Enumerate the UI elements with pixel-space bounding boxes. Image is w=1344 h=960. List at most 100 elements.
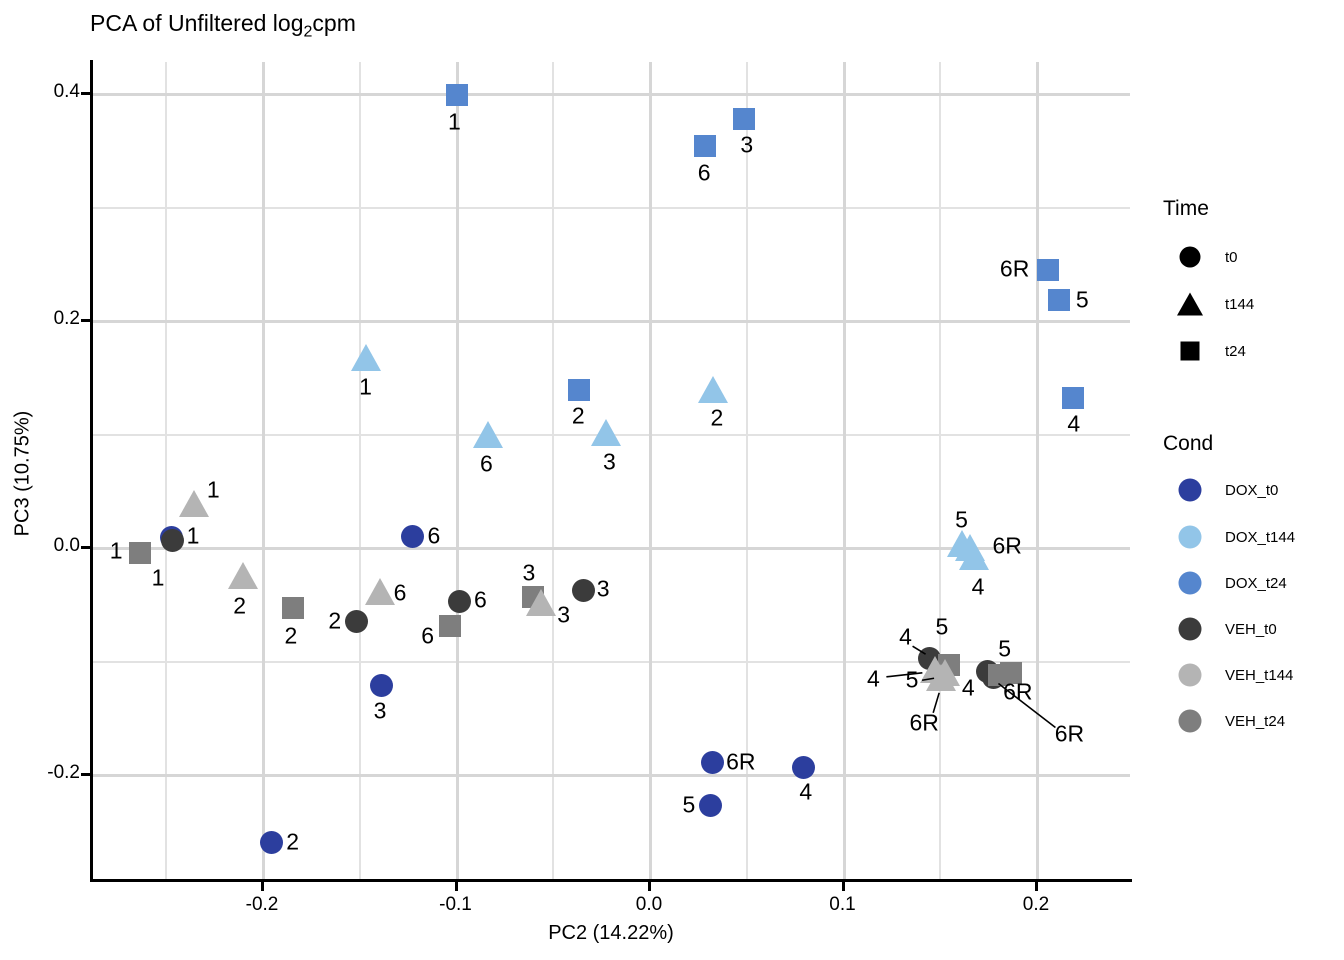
point-label-VEH_t24-5: 5 [935,613,949,640]
gridline-y-major [93,93,1130,96]
legend-cond-label-VEH_t24: VEH_t24 [1225,713,1286,730]
y-tick-label: 0.0 [53,534,80,556]
point-label-VEH_t0-6: 6 [473,586,487,613]
point-DOX_t0-6R [701,751,725,775]
point-VEH_t24-2 [281,597,304,620]
point-DOX_t24-4 [1061,387,1084,410]
point-DOX_t0-5 [699,794,723,818]
legend-cond-label-DOX_t24: DOX_t24 [1225,575,1287,592]
point-VEH_t24-6R [999,661,1022,684]
point-label-VEH_t0-6R: 6R [1054,720,1085,747]
point-label-DOX_t0-6: 6 [427,522,441,549]
gridline-x-major [262,62,265,879]
point-label-DOX_t24-2: 2 [571,402,585,429]
point-VEH_t24-1 [129,541,152,564]
point-DOX_t144-6 [473,420,504,448]
y-tick-label: -0.2 [47,761,80,783]
legend-cond-label-VEH_t144: VEH_t144 [1225,667,1294,684]
point-DOX_t144-1 [351,343,382,371]
point-DOX_t0-4 [792,755,816,779]
point-VEH_t144-6R [926,663,957,691]
legend-shape-t24-square-icon [1180,341,1200,361]
point-VEH_t0-2 [345,610,369,634]
point-label-VEH_t0-1: 1 [151,564,165,591]
gridline-y-minor [93,206,1130,209]
point-label-VEH_t24-1: 1 [109,537,123,564]
point-label-DOX_t24-5: 5 [1075,286,1089,313]
point-DOX_t144-4 [959,543,990,571]
y-tick [81,92,90,95]
x-axis-line [90,879,1132,882]
point-DOX_t24-1 [446,84,469,107]
x-tick-label: 0.1 [829,894,856,915]
legend-time-label-t144: t144 [1225,296,1255,313]
point-label-DOX_t24-6R: 6R [999,255,1030,282]
chart-title-subscript: 2 [303,23,313,41]
x-tick-label: -0.2 [245,894,279,915]
point-label-DOX_t144-6R: 6R [992,532,1022,559]
point-DOX_t24-6 [694,135,717,158]
legend-time-label-t0: t0 [1225,249,1238,266]
x-axis-title: PC2 (14.22%) [548,922,674,944]
point-label-VEH_t24-3: 3 [522,559,536,586]
point-VEH_t0-6 [447,589,471,613]
x-tick [841,882,845,891]
x-tick-label: -0.1 [439,894,472,915]
x-tick-label: 0.2 [1022,894,1050,915]
legend-time-label-t24: t24 [1225,343,1246,360]
point-label-DOX_t144-3: 3 [603,448,616,475]
point-label-VEH_t24-6R: 6R [1003,678,1033,705]
point-label-DOX_t0-2: 2 [286,828,300,855]
point-label-VEH_t0-4: 4 [899,623,912,650]
gridline-y-major [93,547,1130,550]
point-VEH_t0-1 [161,528,185,552]
x-tick [1035,882,1038,891]
gridline-x-minor [358,62,361,879]
y-tick-label: 0.2 [53,307,80,329]
legend-shape-t0-circle-icon [1179,246,1201,268]
point-DOX_t24-3 [732,108,755,131]
point-VEH_t144-6 [365,577,396,605]
point-DOX_t0-3 [370,673,394,697]
gridline-x-minor [552,62,555,879]
point-DOX_t144-2 [697,375,728,403]
point-label-DOX_t24-3: 3 [740,131,754,158]
x-tick [648,882,651,891]
point-label-DOX_t144-4: 4 [971,573,985,600]
legend-cond-title: Cond [1163,432,1214,455]
gridline-y-major [93,774,1130,777]
legend-dot-DOX_t24-icon [1178,571,1202,595]
legend-dot-DOX_t144-icon [1178,525,1202,549]
point-VEH_t144-3 [525,588,556,616]
chart-title: PCA of Unfiltered log2cpm [90,10,356,42]
point-label-VEH_t0-5: 5 [998,635,1012,662]
point-label-DOX_t0-1: 1 [186,522,200,549]
point-DOX_t24-5 [1048,288,1071,311]
point-label-DOX_t0-4: 4 [799,778,813,805]
plot-panel: 1 6 3 2 6R 5 4 1 2 3 6 6R 5 4 1 6 3 2 5 6R 4 1 2 6 3 4 5 6R 1 2 6 3 4 5 6R… [93,62,1130,879]
x-tick [261,882,264,891]
point-label-VEH_t144-6R: 6R [909,709,939,736]
y-axis-title: PC3 (10.75%) [11,410,34,537]
gridline-y-major [93,320,1130,323]
point-label-VEH_t144-1: 1 [206,476,220,503]
y-tick [81,773,90,776]
gridline-x-major [649,62,652,879]
point-label-VEH_t144-2: 2 [233,592,247,619]
point-VEH_t144-1 [179,490,210,518]
point-label-VEH_t144-5: 5 [905,666,919,693]
gridline-x-minor [939,62,942,879]
point-label-DOX_t144-6: 6 [479,450,493,477]
legend-dot-VEH_t144-icon [1178,663,1202,687]
point-label-DOX_t144-5: 5 [955,506,968,533]
gridline-x-minor [165,62,168,879]
legend-dot-VEH_t24-icon [1178,709,1202,733]
point-VEH_t0-3 [571,578,595,602]
gridline-x-major [842,62,846,879]
point-label-VEH_t144-3: 3 [557,601,571,628]
gridline-x-major [1036,62,1039,879]
point-label-DOX_t144-2: 2 [710,404,724,430]
point-label-VEH_t144-6: 6 [393,579,407,606]
point-VEH_t144-2 [227,561,258,589]
